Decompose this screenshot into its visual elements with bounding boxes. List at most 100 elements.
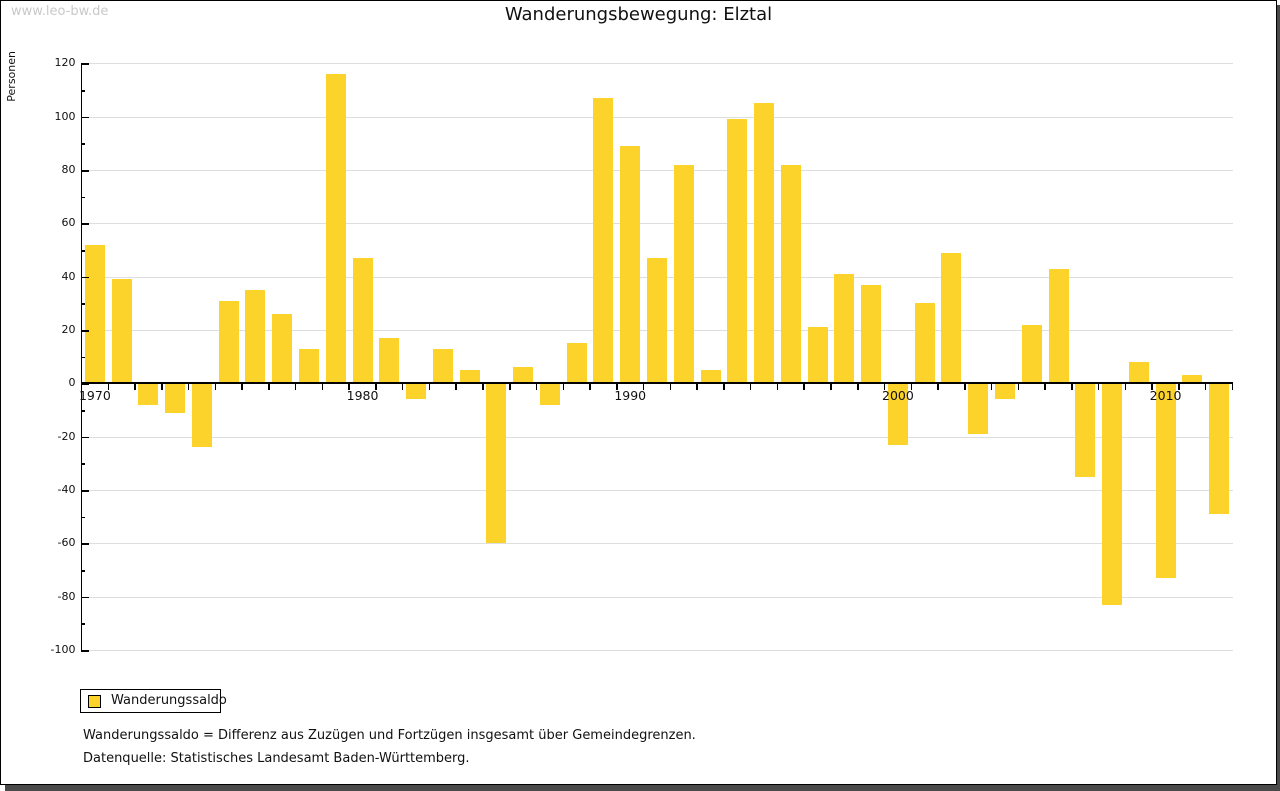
x-tick-21 — [642, 384, 645, 391]
x-tick-4 — [187, 384, 190, 391]
y-major-tick--100 — [80, 650, 89, 652]
bar-1994 — [727, 119, 748, 384]
x-tick-35 — [1017, 384, 1020, 391]
bar-1983 — [432, 348, 453, 384]
x-tick-28 — [830, 384, 832, 391]
x-tick-11 — [375, 384, 377, 391]
bar-1970 — [84, 244, 105, 384]
y-minor-tick-30 — [80, 303, 85, 305]
bar-1998 — [834, 274, 855, 384]
y-major-tick--60 — [80, 543, 89, 545]
bar-1982 — [406, 383, 427, 400]
y-minor-tick-10 — [80, 356, 85, 359]
frame-shadow-bottom — [5, 785, 1280, 791]
y-axis-label-0: 0 — [68, 376, 76, 390]
x-axis-label-2010: 2010 — [1149, 388, 1182, 404]
bar-1990 — [620, 146, 641, 384]
x-tick-6 — [241, 384, 243, 391]
bar-1975 — [218, 300, 239, 384]
gridline--60 — [82, 543, 1233, 545]
gridline--80 — [82, 596, 1233, 598]
y-minor-tick--70 — [80, 570, 85, 572]
gridline-120 — [82, 63, 1233, 65]
bar-2000 — [887, 383, 908, 445]
x-tick-27 — [803, 384, 805, 391]
y-major-tick-120 — [80, 63, 89, 65]
x-axis-label-1990: 1990 — [614, 388, 647, 404]
bar-2010 — [1155, 383, 1176, 579]
y-axis-label-80: 80 — [61, 163, 76, 177]
x-tick-12 — [401, 384, 404, 391]
x-tick-41 — [1178, 384, 1180, 391]
y-minor-tick-110 — [80, 90, 85, 92]
y-major-tick-20 — [80, 330, 89, 332]
x-tick-17 — [535, 384, 538, 391]
bar-1988 — [566, 343, 587, 384]
legend-swatch — [88, 695, 101, 708]
bar-2004 — [994, 383, 1015, 400]
bar-1989 — [593, 98, 614, 384]
x-tick-13 — [428, 384, 431, 391]
x-tick-36 — [1044, 384, 1046, 391]
y-axis-label--60: -60 — [57, 536, 76, 550]
legend: Wanderungssaldo — [80, 689, 227, 713]
bar-2002 — [941, 252, 962, 384]
bar-1993 — [700, 370, 721, 384]
y-minor-tick--10 — [80, 410, 85, 412]
x-tick-18 — [562, 384, 565, 391]
bar-1999 — [861, 284, 882, 384]
y-minor-tick--30 — [80, 463, 85, 465]
gridline-80 — [82, 170, 1233, 172]
bar-1976 — [245, 290, 266, 384]
y-major-tick-60 — [80, 223, 89, 225]
bar-2011 — [1182, 375, 1203, 384]
bar-1974 — [191, 383, 212, 448]
gridline-100 — [82, 116, 1233, 118]
x-tick-8 — [294, 384, 297, 391]
footnote-source: Datenquelle: Statistisches Landesamt Bad… — [83, 751, 470, 766]
gridline--40 — [82, 490, 1233, 492]
bar-1977 — [272, 314, 293, 384]
bar-1979 — [325, 74, 346, 384]
bar-1985 — [486, 383, 507, 544]
x-tick-23 — [696, 384, 698, 391]
x-tick-31 — [910, 384, 913, 391]
gridline-60 — [82, 223, 1233, 225]
y-axis-label-20: 20 — [61, 323, 76, 337]
bar-1984 — [459, 370, 480, 384]
x-tick-33 — [964, 384, 966, 391]
bar-2012 — [1209, 383, 1230, 515]
y-axis-label-120: 120 — [54, 56, 76, 70]
y-minor-tick-90 — [80, 143, 85, 145]
x-tick-5 — [214, 384, 217, 391]
x-tick-40 — [1151, 384, 1153, 391]
y-axis-label--40: -40 — [57, 483, 76, 497]
gridline--100 — [82, 650, 1233, 652]
bar-1992 — [673, 164, 694, 384]
y-axis-label-60: 60 — [61, 216, 76, 230]
x-axis-label-1980: 1980 — [346, 388, 379, 404]
x-tick-42 — [1204, 384, 1207, 391]
bar-1987 — [539, 383, 560, 405]
bar-1971 — [111, 279, 132, 384]
bar-1978 — [299, 348, 320, 384]
x-tick-1 — [107, 384, 110, 391]
x-axis-label-1970: 1970 — [78, 388, 111, 404]
bar-2006 — [1048, 268, 1069, 384]
y-major-tick--80 — [80, 596, 89, 599]
y-minor-tick-50 — [80, 250, 85, 252]
y-axis-label--100: -100 — [50, 643, 76, 657]
bar-1972 — [138, 383, 159, 405]
x-tick-7 — [268, 384, 270, 391]
x-tick-20 — [616, 384, 618, 391]
x-tick-34 — [990, 384, 993, 391]
x-tick-3 — [161, 384, 163, 391]
bar-2008 — [1102, 383, 1123, 605]
y-minor-tick-70 — [80, 196, 85, 199]
y-axis-label--20: -20 — [57, 429, 76, 443]
watermark: www.leo-bw.de — [11, 4, 109, 19]
bar-1997 — [807, 327, 828, 384]
x-tick-43 — [1231, 384, 1234, 391]
